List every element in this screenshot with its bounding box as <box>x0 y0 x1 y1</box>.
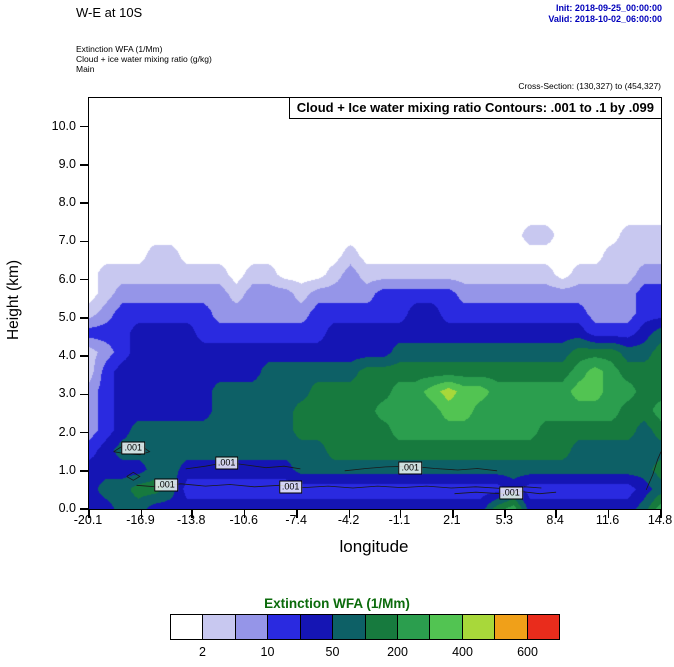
y-tick-label: 10.0 <box>51 118 76 133</box>
y-tick-label: 3.0 <box>58 386 76 401</box>
y-tick-mark <box>80 278 89 281</box>
colorbar-cell <box>202 614 236 640</box>
field-info: Extinction WFA (1/Mm) Cloud + ice water … <box>76 44 212 74</box>
x-tick-mark <box>607 509 610 518</box>
y-tick-mark <box>80 393 89 396</box>
colorbar-cell <box>170 614 204 640</box>
contour-lines-overlay <box>113 442 661 495</box>
y-tick-label: 4.0 <box>58 348 76 363</box>
y-tick-mark <box>80 508 89 510</box>
contour-value-label: .001 <box>398 461 422 475</box>
y-tick-mark <box>80 202 89 204</box>
colorbar-tick-label: 50 <box>325 645 340 659</box>
domain-line: Main <box>76 64 95 74</box>
x-tick-labels: -20.1 -16.9 -13.8 -10.6 -7.4 -4.2 -1.1 2.1 5.3 8.… <box>74 513 672 529</box>
mixing-ratio-contour-line <box>344 465 498 472</box>
y-tick-mark <box>80 240 89 243</box>
colorbar-cell <box>429 614 463 640</box>
colorbar-cell <box>299 614 334 640</box>
colorbar-tick-label: 200 <box>387 645 408 659</box>
colorbar-tick-label: 2 <box>199 645 206 659</box>
x-tick-mark <box>348 509 351 518</box>
x-tick-label: -10.6 <box>229 513 258 527</box>
mixing-ratio-contour-line <box>126 471 141 481</box>
y-axis-title: Height (km) <box>5 259 22 341</box>
y-tick-label: 1.0 <box>58 462 76 477</box>
x-tick-label: -4.2 <box>337 513 360 527</box>
contour-value-label: .001 <box>214 456 239 470</box>
colorbar-cell <box>526 614 561 640</box>
x-tick-label: -1.1 <box>388 513 411 527</box>
contour-info-box: Cloud + Ice water mixing ratio Contours:… <box>288 98 661 119</box>
x-tick-label: -13.8 <box>177 513 206 527</box>
contour-value-label: .001 <box>154 478 178 492</box>
field-name-line: Extinction WFA (1/Mm) <box>76 44 163 54</box>
x-tick-label: 5.3 <box>495 513 513 527</box>
colorbar-tick-label: 600 <box>517 645 538 659</box>
y-tick-label: 6.0 <box>58 271 76 286</box>
y-tick-labels: 0.0 1.0 2.0 3.0 4.0 5.0 6.0 7.0 8.0 9.0 10.0 <box>30 97 76 515</box>
colorbar-tick-label: 10 <box>260 645 275 659</box>
x-tick-label: 8.4 <box>546 513 564 527</box>
y-tick-mark <box>80 164 89 166</box>
x-axis-title: longitude <box>339 537 409 556</box>
colorbar-tick-labels: 2 10 50 200 400 600 <box>170 645 560 661</box>
x-tick-mark <box>296 509 298 518</box>
mixing-ratio-contour-line <box>185 461 301 470</box>
cross-section-info: Cross-Section: (130,327) to (454,327) <box>518 81 661 91</box>
x-tick-label: -16.9 <box>126 513 155 527</box>
y-tick-label: 7.0 <box>58 233 76 248</box>
colorbar-tick-label: 400 <box>452 645 473 659</box>
y-tick-label: 0.0 <box>58 501 76 515</box>
y-tick-mark <box>80 125 89 128</box>
x-tick-label: 11.6 <box>595 513 620 527</box>
page-title: W-E at 10S <box>76 5 143 20</box>
colorbar-cell <box>332 614 366 640</box>
x-tick-mark <box>504 509 507 518</box>
mixing-ratio-contour-line <box>136 483 542 489</box>
y-tick-label: 8.0 <box>58 195 76 210</box>
overlay-field-line: Cloud + ice water mixing ratio (g/kg) <box>76 54 212 64</box>
colorbar-cell <box>461 614 496 640</box>
run-info: Init: 2018-09-25_00:00:00 Valid: 2018-10… <box>548 3 662 25</box>
contour-value-label: .001 <box>121 441 146 455</box>
x-tick-mark <box>88 509 90 518</box>
x-tick-mark <box>660 509 662 518</box>
colorbar-cell <box>494 614 528 640</box>
colorbar-cell <box>364 614 398 640</box>
mixing-ratio-contour-line <box>645 451 661 491</box>
y-tick-label: 5.0 <box>58 309 76 324</box>
colorbar <box>170 614 561 640</box>
x-tick-mark <box>399 509 402 518</box>
x-tick-mark <box>452 509 454 518</box>
plot-area: .001 .001 .001 .001 .001 .001 Cloud + Ice wat… <box>80 97 662 518</box>
valid-time: Valid: 2018-10-02_06:00:00 <box>548 14 662 24</box>
y-tick-mark <box>80 317 89 319</box>
y-tick-mark <box>80 431 89 434</box>
colorbar-cell <box>267 614 301 640</box>
x-tick-mark <box>140 509 143 518</box>
colorbar-cell <box>234 614 269 640</box>
colorbar-cell <box>396 614 431 640</box>
contour-value-label: .001 <box>278 480 303 494</box>
x-tick-label: 14.8 <box>647 513 673 527</box>
x-tick-label: 2.1 <box>443 513 461 527</box>
contour-field-canvas <box>89 98 661 509</box>
x-tick-label: -20.1 <box>73 513 103 527</box>
init-time: Init: 2018-09-25_00:00:00 <box>555 3 662 13</box>
y-tick-label: 2.0 <box>58 424 76 439</box>
contour-value-label: .001 <box>499 486 523 500</box>
y-tick-mark <box>80 355 89 357</box>
colorbar-title: Extinction WFA (1/Mm) <box>264 596 410 611</box>
x-tick-label: -7.4 <box>285 513 307 527</box>
y-tick-label: 9.0 <box>58 156 76 171</box>
x-tick-mark <box>555 509 557 518</box>
x-tick-mark <box>243 509 246 518</box>
y-tick-mark <box>80 469 89 472</box>
x-tick-mark <box>191 509 194 518</box>
